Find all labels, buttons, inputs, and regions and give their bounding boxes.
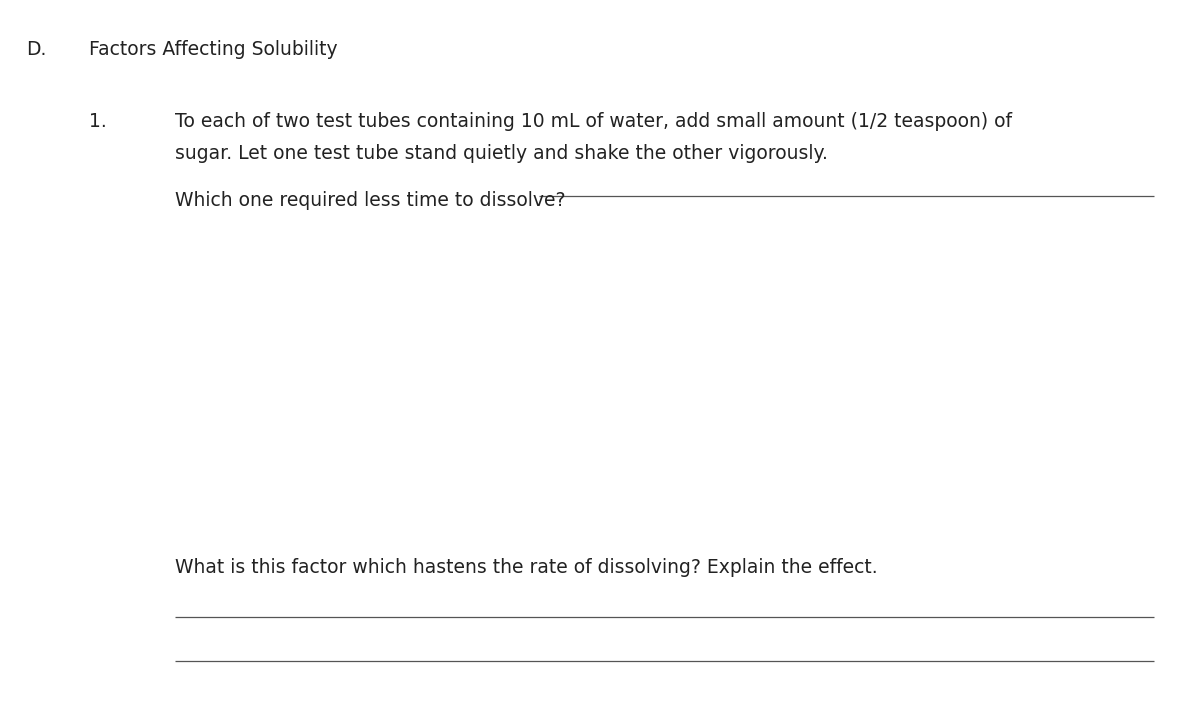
Text: D.: D. xyxy=(26,40,46,58)
Text: sugar. Let one test tube stand quietly and shake the other vigorously.: sugar. Let one test tube stand quietly a… xyxy=(175,144,828,163)
Text: To each of two test tubes containing 10 mL of water, add small amount (1/2 teasp: To each of two test tubes containing 10 … xyxy=(175,112,1012,130)
Text: 1.: 1. xyxy=(89,112,107,130)
Text: What is this factor which hastens the rate of dissolving? Explain the effect.: What is this factor which hastens the ra… xyxy=(175,558,877,577)
Text: Which one required less time to dissolve?: Which one required less time to dissolve… xyxy=(175,191,566,210)
Text: Factors Affecting Solubility: Factors Affecting Solubility xyxy=(89,40,337,58)
